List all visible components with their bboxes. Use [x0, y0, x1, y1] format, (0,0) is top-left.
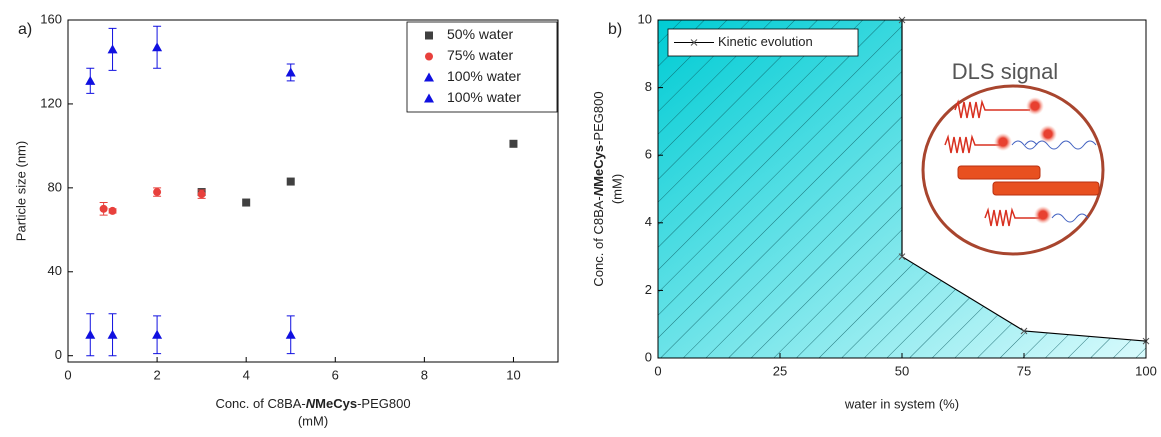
marker: [425, 52, 433, 61]
marker: [152, 329, 163, 339]
x-tick-label: 75: [1017, 363, 1031, 378]
y-tick-label: 2: [645, 282, 652, 297]
y-tick-label: 40: [48, 263, 62, 278]
marker: [286, 177, 295, 186]
legend-label: 100% water: [447, 89, 521, 105]
line: [901, 20, 1147, 342]
y-tick-label: 8: [645, 79, 652, 94]
marker: [285, 329, 296, 339]
y-axis-label-part: N: [591, 186, 606, 196]
x-tick-label: 0: [654, 363, 661, 378]
y-tick-label: 0: [55, 347, 62, 362]
y-tick-label: 6: [645, 147, 652, 162]
legend-label: 50% water: [447, 26, 513, 42]
y-axis-label: Conc. of C8BA-NMeCys-PEG800: [591, 91, 606, 286]
x-axis-label: Conc. of C8BA-NMeCys-PEG800: [215, 396, 410, 411]
marker: [108, 206, 117, 215]
legend-marker: [690, 39, 698, 46]
y-tick-label: 4: [645, 214, 652, 229]
y-tick-label: 80: [48, 179, 62, 194]
marker: [152, 42, 163, 52]
x-tick-label: 25: [773, 363, 787, 378]
x-tick-label: 6: [332, 367, 339, 382]
y-axis-label-part: MeCys: [591, 145, 606, 187]
y-tick-label: 10: [638, 11, 652, 26]
x-axis-label-part: MeCys: [315, 396, 357, 411]
annotation: DLS signal: [952, 59, 1058, 84]
marker: [425, 31, 433, 40]
x-tick-label: 4: [243, 367, 250, 382]
marker: [424, 93, 434, 103]
y-tick-label: 0: [645, 349, 652, 364]
x-axis-label-unit: (mM): [298, 413, 328, 428]
y-axis-label-unit: (mM): [609, 174, 624, 204]
marker: [85, 75, 96, 85]
plot-frame: [67, 19, 559, 363]
x-tick-label: 50: [895, 363, 909, 378]
dls-illustration: [921, 84, 1105, 256]
marker: [285, 67, 296, 77]
y-axis-label-part: -PEG800: [591, 91, 606, 144]
x-tick-label: 0: [64, 367, 71, 382]
legend-label: Kinetic evolution: [718, 34, 813, 49]
marker: [153, 188, 162, 197]
legend-label: 100% water: [447, 68, 521, 84]
y-tick-label: 160: [40, 11, 62, 26]
marker: [99, 204, 108, 213]
y-tick-label: 120: [40, 95, 62, 110]
marker: [424, 72, 434, 82]
x-axis-label: water in system (%): [844, 396, 959, 411]
x-tick-label: 8: [421, 367, 428, 382]
legend-label: 75% water: [447, 47, 513, 63]
marker: [1020, 327, 1028, 335]
x-tick-label: 100: [1135, 363, 1157, 378]
marker: [242, 198, 251, 207]
marker: [197, 190, 206, 199]
marker: [898, 253, 906, 260]
panel-label: a): [18, 21, 32, 38]
panel-label: b): [608, 21, 622, 38]
y-axis-label: Particle size (nm): [13, 141, 28, 241]
marker: [509, 139, 518, 148]
x-axis-label-part: Conc. of C8BA-: [215, 396, 305, 411]
x-axis-label-part: -PEG800: [357, 396, 410, 411]
x-tick-label: 2: [153, 367, 160, 382]
marker: [85, 329, 96, 339]
x-axis-label-part: N: [306, 396, 316, 411]
y-axis-label-part: Conc. of C8BA-: [591, 196, 606, 286]
marker: [107, 329, 118, 339]
x-tick-label: 10: [506, 367, 520, 382]
marker: [107, 44, 118, 54]
